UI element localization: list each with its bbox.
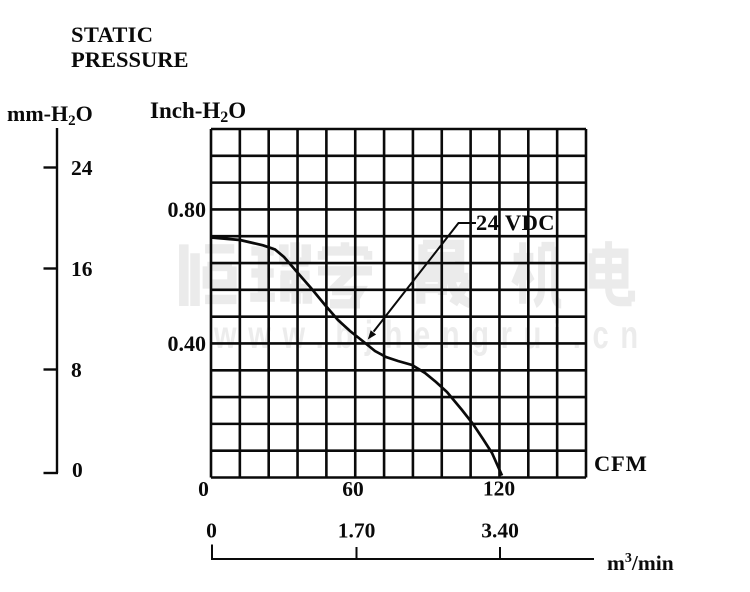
svg-text:0.40: 0.40 [168, 331, 207, 356]
svg-text:60: 60 [342, 477, 364, 501]
svg-text:24: 24 [71, 156, 93, 180]
svg-text:0.80: 0.80 [168, 197, 207, 222]
svg-text:m3/min: m3/min [607, 551, 674, 575]
svg-text:0: 0 [198, 477, 209, 501]
svg-text:CFM: CFM [594, 451, 648, 476]
svg-text:24 VDC: 24 VDC [476, 210, 555, 235]
svg-text:16: 16 [71, 257, 93, 281]
svg-text:Inch-H2O: Inch-H2O [150, 98, 246, 126]
svg-text:STATIC: STATIC [71, 22, 153, 47]
svg-text:120: 120 [483, 477, 515, 501]
svg-text:www.bjhengrui.cn: www.bjhengrui.cn [213, 314, 650, 357]
svg-text:0: 0 [72, 458, 83, 482]
svg-text:1.70: 1.70 [338, 519, 376, 543]
svg-text:8: 8 [71, 358, 82, 382]
svg-text:PRESSURE: PRESSURE [71, 47, 189, 72]
svg-text:3.40: 3.40 [481, 519, 519, 543]
svg-text:0: 0 [206, 519, 217, 543]
svg-text:mm-H2O: mm-H2O [7, 101, 93, 129]
